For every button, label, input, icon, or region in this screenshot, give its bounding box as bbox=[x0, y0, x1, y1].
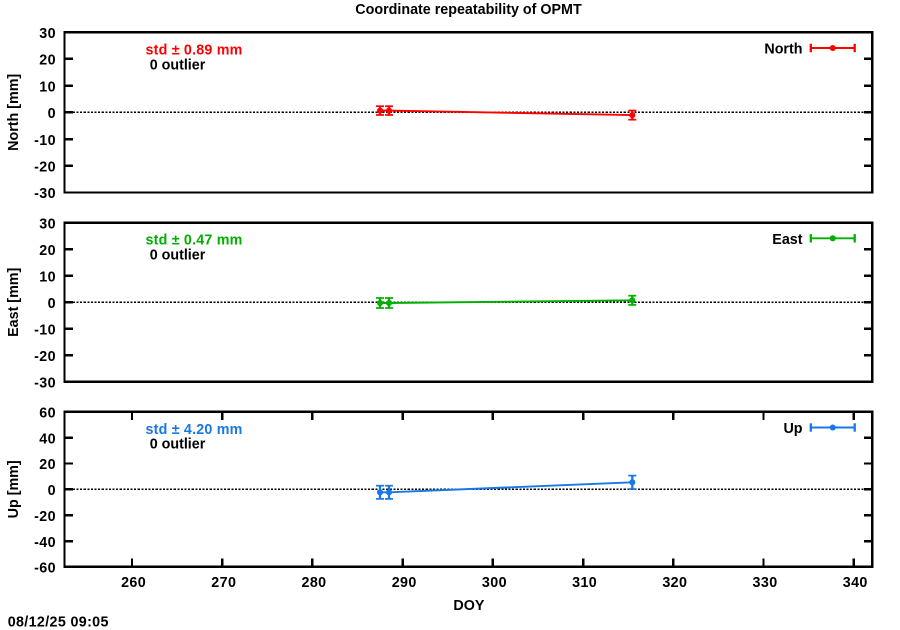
svg-text:30: 30 bbox=[39, 217, 56, 233]
svg-text:-20: -20 bbox=[34, 159, 56, 175]
svg-text:0 outlier: 0 outlier bbox=[150, 58, 206, 74]
svg-text:std ± 4.20 mm: std ± 4.20 mm bbox=[146, 422, 243, 438]
svg-text:North: North bbox=[764, 42, 802, 58]
svg-text:340: 340 bbox=[843, 575, 868, 591]
svg-text:East: East bbox=[772, 232, 802, 248]
svg-text:East [mm]: East [mm] bbox=[6, 268, 22, 337]
svg-text:08/12/25 09:05: 08/12/25 09:05 bbox=[8, 614, 109, 630]
svg-text:270: 270 bbox=[211, 575, 236, 591]
svg-text:20: 20 bbox=[39, 53, 56, 69]
svg-text:-10: -10 bbox=[34, 323, 56, 339]
svg-text:std ± 0.47 mm: std ± 0.47 mm bbox=[146, 233, 243, 249]
svg-text:-10: -10 bbox=[34, 133, 56, 149]
svg-text:-30: -30 bbox=[34, 186, 56, 202]
svg-text:40: 40 bbox=[39, 431, 56, 447]
svg-text:std ± 0.89 mm: std ± 0.89 mm bbox=[146, 43, 243, 59]
svg-text:260: 260 bbox=[121, 575, 146, 591]
svg-text:-20: -20 bbox=[34, 509, 56, 525]
svg-text:0: 0 bbox=[48, 483, 56, 499]
svg-text:-60: -60 bbox=[34, 561, 56, 577]
svg-text:-20: -20 bbox=[34, 349, 56, 365]
svg-text:North [mm]: North [mm] bbox=[6, 74, 22, 151]
svg-text:0: 0 bbox=[48, 296, 56, 312]
svg-text:60: 60 bbox=[39, 406, 56, 422]
svg-text:Up: Up bbox=[783, 421, 802, 437]
svg-text:330: 330 bbox=[753, 575, 778, 591]
svg-text:0 outlier: 0 outlier bbox=[150, 437, 206, 453]
svg-text:0: 0 bbox=[48, 106, 56, 122]
svg-text:20: 20 bbox=[39, 243, 56, 259]
svg-text:300: 300 bbox=[482, 575, 507, 591]
svg-text:30: 30 bbox=[39, 26, 56, 42]
svg-text:10: 10 bbox=[39, 270, 56, 286]
svg-text:-30: -30 bbox=[34, 376, 56, 392]
svg-text:280: 280 bbox=[301, 575, 326, 591]
svg-text:20: 20 bbox=[39, 457, 56, 473]
svg-text:290: 290 bbox=[392, 575, 417, 591]
svg-text:320: 320 bbox=[662, 575, 687, 591]
svg-text:Up [mm]: Up [mm] bbox=[6, 460, 22, 518]
svg-text:DOY: DOY bbox=[453, 598, 484, 614]
svg-text:Coordinate repeatability of OP: Coordinate repeatability of OPMT bbox=[355, 2, 582, 18]
svg-text:10: 10 bbox=[39, 79, 56, 95]
svg-text:310: 310 bbox=[572, 575, 597, 591]
svg-text:-40: -40 bbox=[34, 535, 56, 551]
svg-text:0 outlier: 0 outlier bbox=[150, 248, 206, 264]
